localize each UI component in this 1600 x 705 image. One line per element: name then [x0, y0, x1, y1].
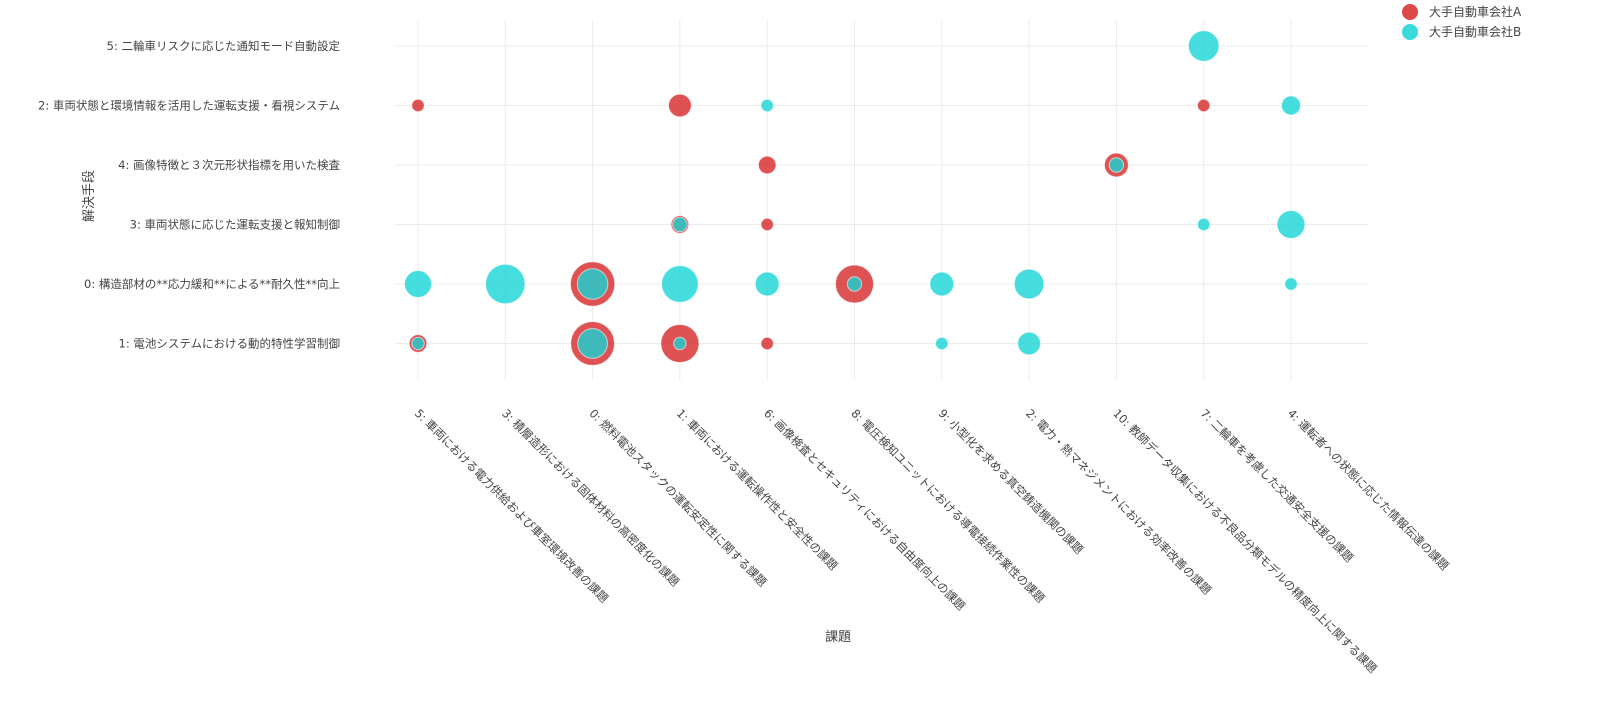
x-tick-label: 9: 小型化を求める真空鋳造機関の課題 — [936, 406, 1087, 557]
bubble-point[interactable] — [935, 336, 949, 351]
bubble-point[interactable] — [668, 93, 692, 118]
bubble-point[interactable] — [411, 98, 425, 113]
legend-item-series-b[interactable]: 大手自動車会社B — [1402, 24, 1521, 40]
bubble-point[interactable] — [1196, 98, 1211, 113]
x-tick-label: 7: 二輪車を考慮した交通安全支援の課題 — [1198, 406, 1357, 565]
x-tick-label: 5: 車両における電力供給および車室環境改善の課題 — [412, 406, 612, 606]
bubble-point[interactable] — [754, 271, 780, 297]
bubble-point[interactable] — [760, 336, 774, 351]
legend-marker-series-b — [1402, 24, 1418, 40]
y-tick-label: 4: 画像特徴と３次元形状指標を用いた検査 — [118, 158, 340, 172]
bubble-point[interactable] — [411, 336, 425, 351]
bubble-point[interactable] — [846, 276, 863, 292]
x-tick-label: 8: 電圧検知ユニットにおける導電接続作業性の課題 — [848, 406, 1048, 606]
bubble-point[interactable] — [404, 270, 432, 298]
x-tick-label: 1: 車両における運転操作性と安全性の課題 — [674, 406, 841, 573]
bubble-point[interactable] — [1280, 95, 1302, 116]
bubble-point[interactable] — [929, 271, 955, 297]
x-axis-title: 課題 — [825, 629, 851, 645]
legend-label-series-a: 大手自動車会社A — [1429, 4, 1522, 19]
series-1 — [404, 30, 1306, 359]
y-axis-ticks: 5: 二輪車リスクに応じた通知モード自動設定 2: 車両状態と環境情報を活用した運… — [38, 39, 340, 351]
y-tick-label: 2: 車両状態と環境情報を活用した運転支援・看視システム — [38, 99, 340, 113]
bubble-point[interactable] — [673, 336, 687, 351]
bubble-point[interactable] — [672, 216, 688, 233]
y-axis-title: 解決手段 — [82, 170, 97, 222]
bubble-point[interactable] — [1276, 210, 1306, 239]
grid — [395, 20, 1368, 380]
bubble-point[interactable] — [577, 328, 608, 359]
bubble-point[interactable] — [757, 155, 777, 175]
legend-label-series-b: 大手自動車会社B — [1429, 24, 1521, 39]
bubble-point[interactable] — [1187, 30, 1220, 62]
bubble-point[interactable] — [1108, 157, 1125, 173]
bubble-point[interactable] — [1013, 268, 1045, 300]
legend[interactable]: 大手自動車会社A 大手自動車会社B — [1402, 4, 1522, 40]
x-tick-label: 3: 積層造形における固体材料の高密度化の課題 — [499, 406, 682, 589]
y-tick-label: 5: 二輪車リスクに応じた通知モード自動設定 — [107, 39, 341, 53]
bubble-point[interactable] — [1284, 277, 1298, 291]
bubble-point[interactable] — [1017, 331, 1041, 356]
bubble-point[interactable] — [485, 263, 526, 305]
bubble-point[interactable] — [760, 217, 774, 232]
y-tick-label: 3: 車両状態に応じた運転支援と報知制御 — [130, 218, 340, 232]
y-tick-label: 0: 構造部材の**応力緩和**による**耐久性**向上 — [84, 277, 340, 291]
x-tick-label: 6: 画像検査とセキュリティにおける自由度向上の課題 — [761, 406, 968, 613]
x-tick-label: 0: 燃料電池スタックの運転安定性に関する課題 — [586, 406, 769, 589]
series-0 — [408, 93, 1211, 366]
bubble-point[interactable] — [1196, 217, 1211, 232]
bubble-point[interactable] — [576, 268, 609, 300]
bubble-point[interactable] — [760, 98, 774, 113]
legend-marker-series-a — [1402, 4, 1418, 20]
y-tick-label: 1: 電池システムにおける動的特性学習制御 — [119, 337, 341, 351]
legend-item-series-a[interactable]: 大手自動車会社A — [1402, 4, 1522, 20]
bubble-layer — [404, 30, 1306, 366]
x-tick-label: 4: 運転者への状態に応じた情報伝達の課題 — [1285, 406, 1452, 573]
bubble-point[interactable] — [661, 265, 699, 303]
x-tick-label: 2: 電力・熱マネジメントにおける効率改善の課題 — [1023, 406, 1215, 598]
